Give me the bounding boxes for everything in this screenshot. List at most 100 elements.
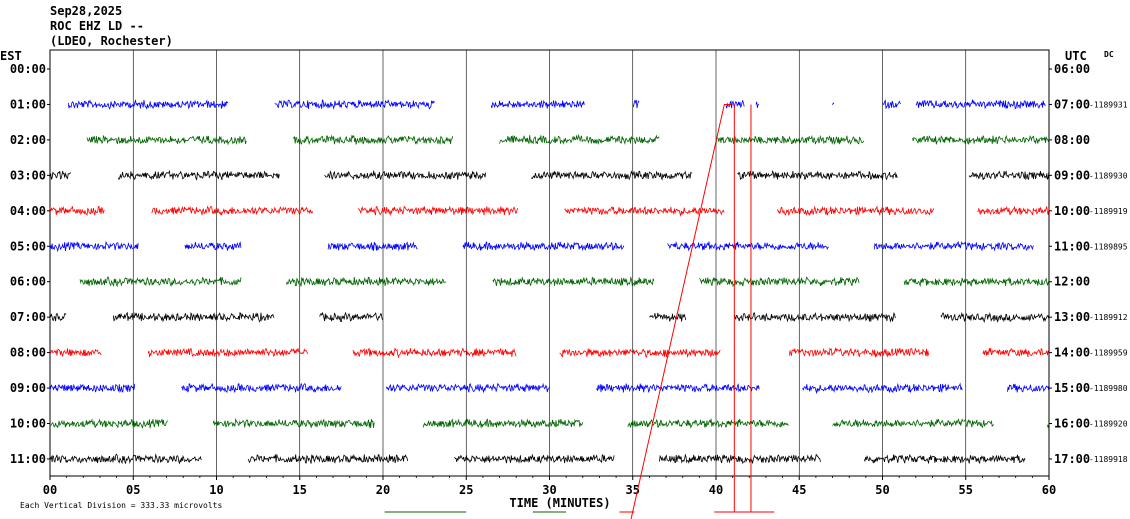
trace-segment: [659, 453, 821, 465]
x-tick-label: 40: [709, 483, 723, 497]
est-row-label: 03:00: [10, 168, 46, 182]
est-row-label: 01:00: [10, 97, 46, 111]
trace-segment: [49, 418, 168, 429]
x-tick-label: 45: [792, 483, 806, 497]
utc-row-label: 11:00: [1054, 239, 1090, 253]
utc-row-label: 15:00: [1054, 381, 1090, 395]
left-axis-title: EST: [0, 49, 22, 63]
utc-row-label: 08:00: [1054, 133, 1090, 147]
trace-segment: [667, 241, 829, 252]
row-dc-offset: -1189919: [1089, 207, 1128, 216]
trace-segment: [49, 170, 72, 181]
right-axis-note: DC: [1104, 50, 1114, 59]
trace-segment: [832, 102, 835, 106]
trace-segment: [490, 99, 585, 109]
trace-segment: [49, 453, 202, 465]
trace-segment: [286, 276, 446, 287]
station-date: Sep28,2025: [50, 4, 123, 18]
trace-segment: [715, 134, 865, 146]
trace-segment: [725, 99, 745, 109]
est-row-label: 06:00: [10, 275, 46, 289]
row-dc-offset: -1189959: [1089, 349, 1128, 358]
trace-segment: [49, 383, 136, 394]
x-tick-label: 00: [43, 483, 57, 497]
trace-segment: [564, 205, 725, 218]
trace-segment: [184, 241, 242, 251]
trace-segment: [147, 347, 309, 358]
trace-segment: [559, 348, 721, 359]
est-row-label: 02:00: [10, 133, 46, 147]
trace-segment: [212, 417, 375, 429]
x-tick-label: 50: [875, 483, 889, 497]
trace-segment: [352, 347, 517, 359]
trace-segment: [67, 99, 229, 110]
row-dc-offset: -1189931: [1089, 100, 1128, 109]
trace-segment: [49, 348, 102, 357]
est-row-label: 08:00: [10, 346, 46, 360]
x-tick-label: 15: [293, 483, 307, 497]
est-row-label: 11:00: [10, 452, 46, 466]
x-tick-label: 55: [959, 483, 973, 497]
trace-segment: [181, 382, 342, 394]
trace-segment: [968, 170, 1050, 181]
trace-segment: [499, 133, 660, 146]
trace-segment: [385, 382, 550, 394]
trace-segment: [915, 99, 1046, 110]
trace-segment: [327, 241, 418, 252]
utc-row-label: 07:00: [1054, 97, 1090, 111]
trace-segment: [903, 277, 1049, 288]
trace-segment: [292, 134, 454, 146]
trace-segment: [912, 134, 1049, 145]
x-tick-label: 60: [1042, 483, 1056, 497]
trace-segment: [49, 240, 139, 253]
trace-segment: [632, 99, 640, 109]
trace-segment: [274, 98, 435, 110]
utc-row-label: 14:00: [1054, 346, 1090, 360]
trace-segment: [117, 169, 280, 181]
station-network: (LDEO, Rochester): [50, 34, 173, 48]
utc-row-label: 09:00: [1054, 168, 1090, 182]
calibration-line: [630, 103, 731, 519]
trace-segment: [863, 453, 1026, 465]
trace-segment: [112, 311, 275, 323]
x-axis-title: TIME (MINUTES): [509, 496, 610, 510]
trace-segment: [627, 418, 789, 429]
trace-segment: [49, 205, 105, 216]
x-tick-label: 10: [209, 483, 223, 497]
trace-segment: [462, 241, 625, 252]
utc-row-label: 06:00: [1054, 62, 1090, 76]
trace-segment: [357, 205, 518, 217]
est-row-label: 09:00: [10, 381, 46, 395]
trace-segment: [1046, 424, 1050, 429]
trace-segment: [802, 382, 963, 395]
x-tick-label: 25: [459, 483, 473, 497]
trace-segment: [733, 312, 896, 323]
x-tick-label: 30: [542, 483, 556, 497]
trace-segment: [977, 205, 1050, 216]
trace-segment: [1007, 383, 1050, 393]
trace-segment: [777, 205, 935, 217]
right-axis-title: UTC: [1065, 49, 1087, 63]
row-dc-offset: -1189895: [1089, 242, 1128, 251]
trace-segment: [324, 170, 487, 181]
trace-segment: [873, 240, 1034, 252]
trace-segment: [49, 312, 67, 322]
trace-segment: [737, 170, 898, 181]
est-row-label: 05:00: [10, 239, 46, 253]
row-dc-offset: -1189912: [1089, 313, 1128, 322]
utc-row-label: 10:00: [1054, 204, 1090, 218]
utc-row-label: 16:00: [1054, 417, 1090, 431]
row-dc-offset: -1189930: [1089, 171, 1128, 180]
utc-row-label: 12:00: [1054, 275, 1090, 289]
trace-segment: [319, 311, 384, 323]
est-row-label: 00:00: [10, 62, 46, 76]
est-row-label: 04:00: [10, 204, 46, 218]
trace-segment: [755, 101, 760, 108]
trace-segment: [454, 453, 615, 464]
row-dc-offset: -1189920: [1089, 420, 1128, 429]
trace-segment: [882, 99, 901, 109]
trace-segment: [247, 453, 409, 464]
station-channel: ROC EHZ LD --: [50, 19, 144, 33]
est-row-label: 10:00: [10, 417, 46, 431]
